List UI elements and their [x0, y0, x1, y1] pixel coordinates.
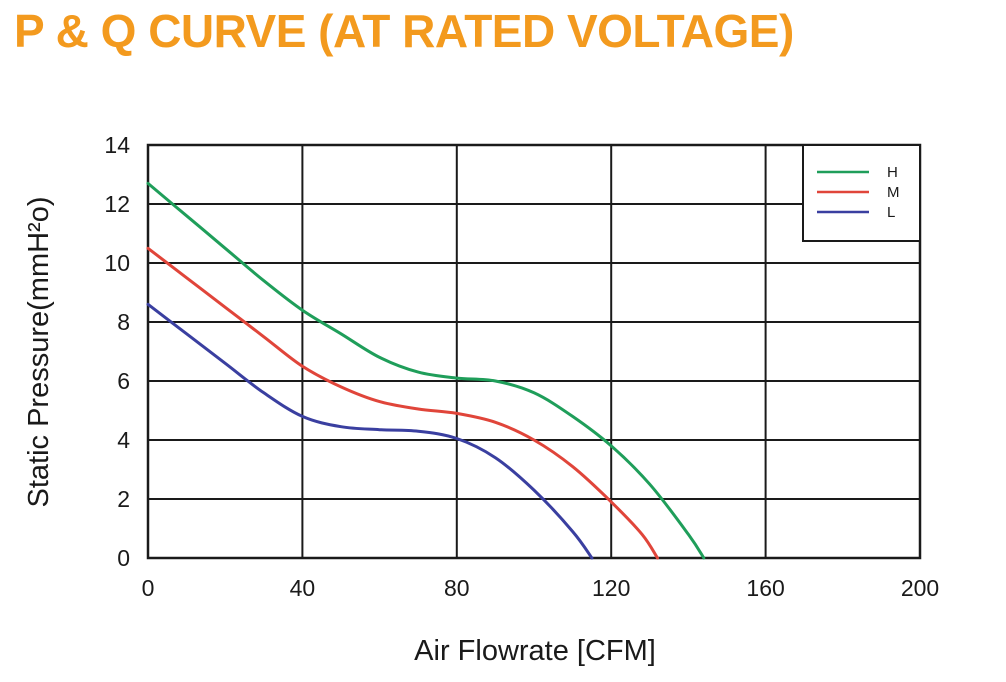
plot-frame: [146, 143, 922, 560]
grid: [146, 143, 922, 560]
series-line-L: [146, 302, 594, 560]
y-tick-label-2: 2: [117, 486, 130, 512]
x-axis-label: Air Flowrate [CFM]: [414, 635, 656, 667]
x-tick-label-120: 120: [592, 575, 630, 601]
x-tick-label-160: 160: [746, 575, 784, 601]
x-tick-label-40: 40: [290, 575, 316, 601]
y-tick-label-6: 6: [117, 368, 130, 394]
series-line-H: [146, 181, 706, 560]
x-tick-labels: 0 40 80 120 160 200: [142, 575, 940, 601]
y-tick-label-14: 14: [104, 132, 130, 158]
y-tick-label-10: 10: [104, 250, 130, 276]
x-tick-label-80: 80: [444, 575, 470, 601]
y-tick-label-8: 8: [117, 309, 130, 335]
legend-label-M: M: [887, 184, 900, 201]
x-tick-label-200: 200: [901, 575, 939, 601]
y-tick-label-4: 4: [117, 427, 130, 453]
legend-label-H: H: [887, 164, 898, 181]
x-tick-label-0: 0: [142, 575, 155, 601]
y-tick-labels: 0 2 4 6 8 10 12 14: [104, 132, 130, 571]
legend-label-L: L: [887, 204, 895, 221]
series-line-M: [146, 246, 659, 560]
y-tick-label-12: 12: [104, 191, 130, 217]
y-axis-label: Static Pressure(mmH²o): [23, 197, 55, 508]
series-lines: [146, 181, 706, 560]
legend: HML: [802, 144, 921, 242]
y-tick-label-0: 0: [117, 545, 130, 571]
chart-title: P & Q CURVE (AT RATED VOLTAGE): [14, 5, 794, 57]
